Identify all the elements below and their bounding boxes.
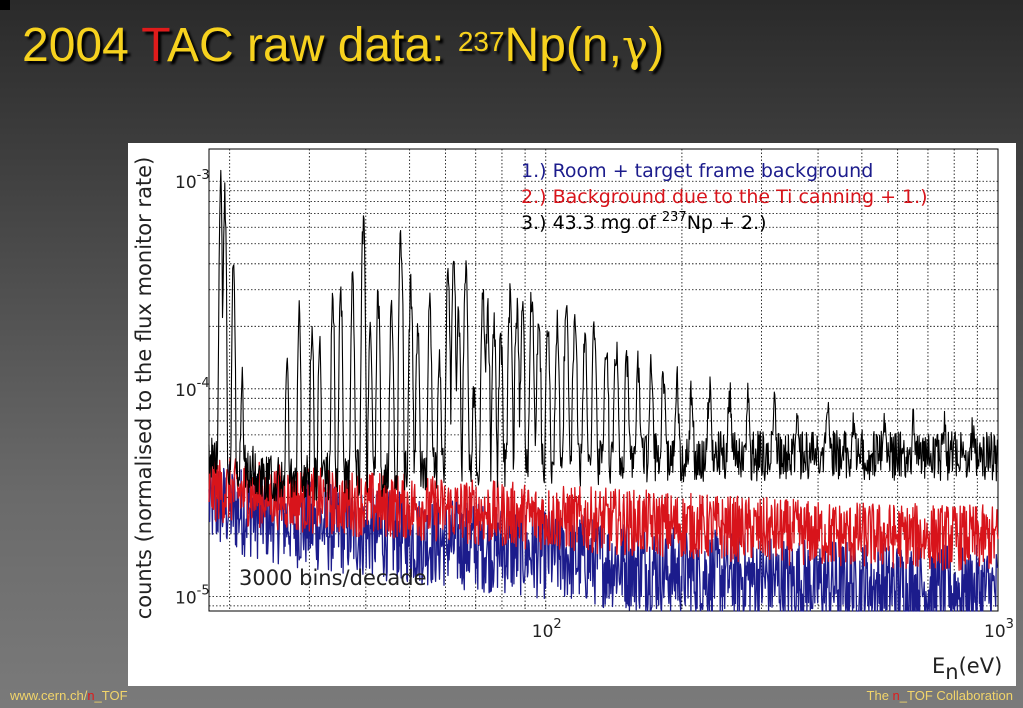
legend-entry-1: 1.) Room + target frame background <box>521 160 873 182</box>
slide-title: 2004 TAC raw data: 237Np(n,γ) <box>22 18 664 75</box>
y-tick-label: 10-3 <box>175 168 210 193</box>
tac-spectrum-chart: 10-3 10-4 10-5 102 103 counts (normalised to … <box>132 148 1014 684</box>
y-tick-label: 10-5 <box>175 583 210 608</box>
title-t-letter: T <box>141 19 168 72</box>
y-axis-label: counts (normalised to the flux monitor r… <box>132 157 156 620</box>
series-line-3 <box>208 169 999 502</box>
series-line-2 <box>208 455 999 571</box>
x-axis-label: En(eV) <box>932 654 1002 684</box>
x-tick-label: 103 <box>984 617 1014 642</box>
legend-entry-2: 2.) Background due to the Ti canning + 1… <box>521 186 928 208</box>
title-close: ) <box>648 19 665 72</box>
legend-entry-3: 3.) 43.3 mg of 237Np + 2.) <box>521 210 767 234</box>
title-np: Np(n, <box>504 19 622 72</box>
footer-url-suffix: _TOF <box>94 688 128 703</box>
x-tick-label: 102 <box>532 617 562 642</box>
title-gamma: γ <box>621 21 649 72</box>
footer-collab-suffix: _TOF Collaboration <box>899 688 1013 703</box>
footer-url-n: n <box>87 688 95 703</box>
title-superscript: 237 <box>457 26 505 57</box>
footer-collab-prefix: The <box>866 688 893 703</box>
title-prefix: 2004 <box>22 19 142 72</box>
footer-collab-n: n <box>892 688 900 703</box>
bins-annotation: 3000 bins/decade <box>239 566 427 590</box>
y-tick-label: 10-4 <box>175 376 210 401</box>
chart-panel: 10-3 10-4 10-5 102 103 counts (normalised to … <box>128 143 1016 686</box>
footer-url-prefix: www.cern.ch/ <box>10 688 88 703</box>
corner-mark <box>0 0 10 10</box>
title-middle: AC raw data: <box>167 19 458 72</box>
footer-url[interactable]: www.cern.ch/n_TOF <box>10 688 128 703</box>
footer-collaboration: The n_TOF Collaboration <box>867 688 1013 703</box>
